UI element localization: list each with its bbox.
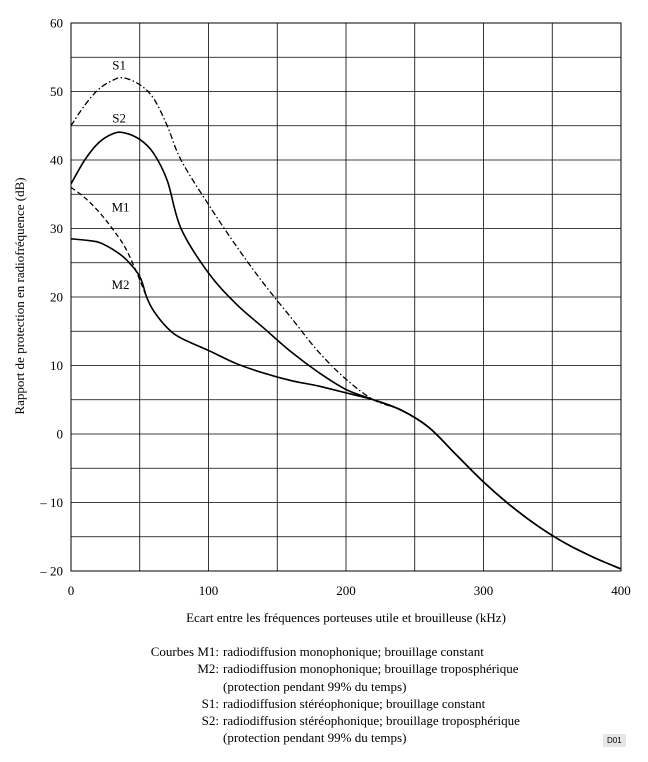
legend-description: radiodiffusion monophonique; brouillage … [223,661,519,677]
x-tick-label: 0 [68,583,75,598]
legend-row: M2: radiodiffusion monophonique; brouilla… [136,660,520,677]
y-tick-label: 60 [50,16,63,31]
curve-legend: Courbes M1: radiodiffusion monophonique; … [136,643,520,747]
legend-description: radiodiffusion stéréophonique; brouillag… [223,713,520,729]
y-tick-label: – 10 [39,495,63,510]
legend-description: radiodiffusion stéréophonique; brouillag… [223,695,486,711]
x-axis-label: Ecart entre les fréquences porteuses uti… [186,610,506,625]
legend-row: S1: radiodiffusion stéréophonique; brouil… [136,695,520,712]
x-tick-label: 300 [474,583,494,598]
curve-label-m2: M2 [111,277,129,292]
legend-key: S1: [201,695,219,711]
x-tick-label: 400 [611,583,631,598]
legend-row: (protection pendant 99% du temps) [136,729,520,746]
legend-description: (protection pendant 99% du temps) [223,678,407,694]
y-tick-label: 10 [50,358,63,373]
curve-label-s1: S1 [112,58,126,73]
y-tick-label: – 20 [39,564,63,579]
legend-row: S2: radiodiffusion stéréophonique; brouil… [136,712,520,729]
x-tick-label: 200 [336,583,356,598]
chart-grid [70,22,622,572]
legend-key: S2: [201,713,219,729]
legend-key: Courbes M1: [150,644,219,659]
series-line-s2 [70,131,622,570]
y-tick-label: 0 [57,427,64,442]
legend-key [136,729,223,746]
legend-description: (protection pendant 99% du temps) [223,730,407,746]
legend-key [136,678,223,695]
y-tick-label: 40 [50,153,63,168]
y-axis-label: Rapport de protection en radiofréquence … [12,177,27,414]
curve-label-m1: M1 [111,199,129,214]
y-tick-label: 20 [50,290,63,305]
y-tick-label: 30 [50,221,63,236]
legend-row: Courbes M1: radiodiffusion monophonique; … [136,643,520,660]
plot-frame [70,22,622,572]
curve-label-s2: S2 [112,110,126,125]
legend-key: M2: [197,661,219,677]
chart-curve-labels: S1 S2 M1 M2 [111,58,129,292]
legend-description: radiodiffusion monophonique; brouillage … [223,644,484,659]
x-tick-label: 100 [199,583,219,598]
y-tick-label: 50 [50,84,63,99]
chart-curves [70,76,622,570]
figure-code: D01 [603,734,626,747]
legend-row: (protection pendant 99% du temps) [136,678,520,695]
